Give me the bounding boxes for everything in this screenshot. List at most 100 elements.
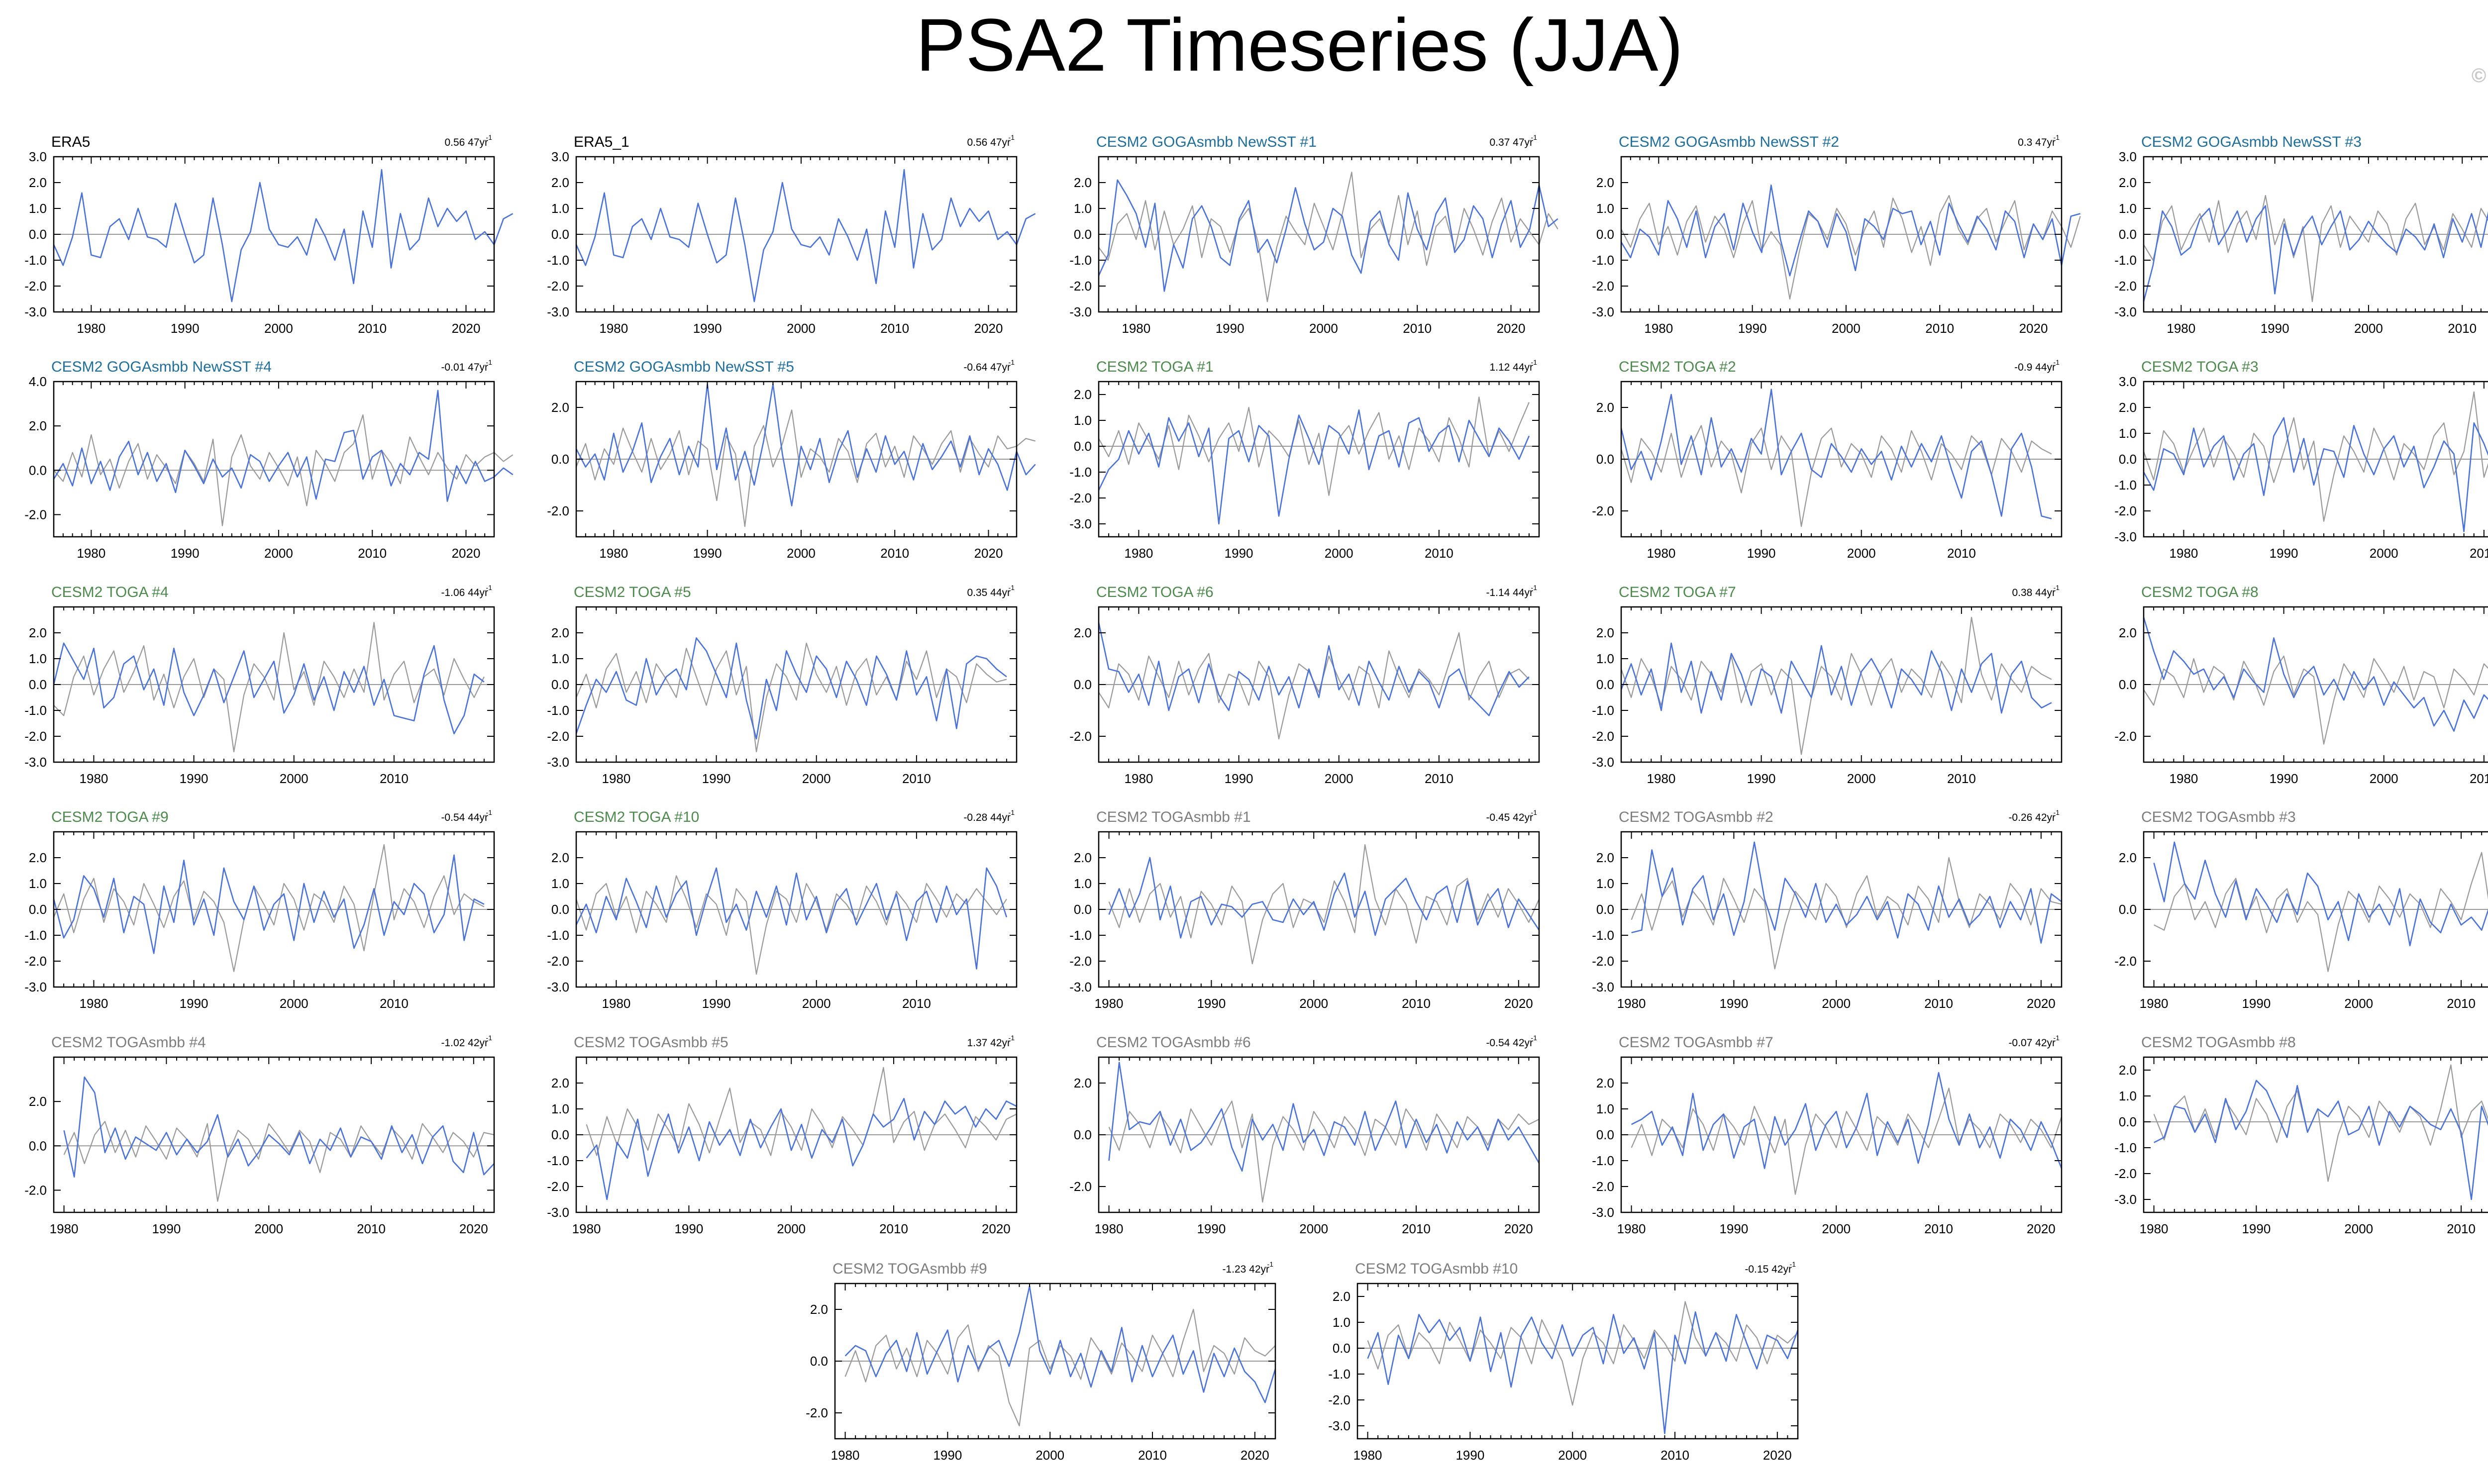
x-tick-label: 2000 — [2354, 321, 2383, 336]
x-tick-label: 2020 — [1504, 996, 1533, 1011]
x-tick-label: 1990 — [1197, 996, 1226, 1011]
x-tick-label: 1990 — [702, 996, 731, 1011]
series-line-model — [575, 867, 1008, 970]
series-line-model — [1108, 1062, 1540, 1172]
x-tick-label: 1990 — [1216, 321, 1244, 336]
y-tick-label: 2.0 — [29, 850, 47, 865]
y-tick-label: 2.0 — [551, 850, 569, 865]
x-tick-label: 1980 — [602, 996, 631, 1011]
y-tick-label: -2.0 — [806, 1405, 828, 1420]
y-tick-label: -2.0 — [24, 279, 47, 294]
panel-5: CESM2 GOGAsmbb NewSST #31.14 47yr-119801… — [2114, 134, 2488, 336]
panel-title: CESM2 TOGA #1 — [1096, 359, 1214, 375]
x-tick-label: 1990 — [1225, 771, 1253, 786]
series-line-model — [1631, 841, 2062, 944]
y-tick-label: -2.0 — [2114, 954, 2137, 969]
x-tick-label: 2020 — [974, 321, 1003, 336]
series-line-model — [2154, 1080, 2488, 1200]
y-tick-label: 0.0 — [2119, 227, 2137, 242]
y-tick-label: 2.0 — [29, 1094, 47, 1109]
x-tick-label: 2010 — [1425, 771, 1453, 786]
y-tick-label: 1.0 — [2119, 426, 2137, 441]
y-tick-label: 1.0 — [551, 876, 569, 891]
y-tick-label: 1.0 — [1074, 201, 1092, 216]
y-tick-label: -2.0 — [24, 729, 47, 744]
x-tick-label: 1980 — [77, 321, 105, 336]
x-tick-label: 2000 — [280, 771, 309, 786]
panel-13: CESM2 TOGA #6 -1.14 44yr-1 1980 1990 2000 201… — [1069, 584, 1540, 786]
trend-label: 0.56 47yr — [444, 137, 488, 148]
x-tick-label: 2020 — [982, 1221, 1011, 1236]
x-tick-label: 2010 — [902, 996, 931, 1011]
x-tick-label: 1990 — [693, 546, 722, 561]
trend-label: -0.9 44yr — [2014, 362, 2056, 373]
y-tick-label: 0.0 — [29, 1138, 47, 1153]
copyright-label: © CVDP-LE — [2471, 65, 2488, 87]
y-tick-label: 2.0 — [551, 1076, 569, 1090]
x-tick-label: 2010 — [358, 321, 387, 336]
series-line-observed — [1098, 396, 1530, 496]
panel-11: CESM2 TOGA #4 -1.06 44yr-1 1980 1990 2000 201… — [24, 584, 495, 786]
x-tick-label: 2010 — [380, 771, 409, 786]
y-tick-label: 0.0 — [1596, 227, 1614, 242]
y-tick-label: 0.0 — [2119, 902, 2137, 917]
trend-exponent: -1 — [486, 358, 493, 366]
series-line-observed — [1108, 844, 1540, 965]
y-tick-label: -3.0 — [547, 304, 569, 319]
panel-title: ERA5_1 — [574, 134, 629, 150]
y-tick-label: 2.0 — [551, 175, 569, 190]
y-tick-label: 3.0 — [2119, 374, 2137, 389]
x-tick-label: 1990 — [1225, 546, 1253, 561]
y-tick-label: -2.0 — [1592, 1179, 1614, 1194]
series-line-model — [1367, 1311, 1799, 1434]
series-line-model — [53, 642, 485, 735]
x-tick-label: 2000 — [264, 321, 293, 336]
y-tick-label: -1.0 — [1328, 1367, 1350, 1382]
y-tick-label: 2.0 — [1074, 625, 1092, 640]
y-tick-label: 2.0 — [29, 625, 47, 640]
x-tick-label: 2010 — [357, 1221, 386, 1236]
y-tick-label: 2.0 — [1596, 625, 1614, 640]
y-tick-label: 4.0 — [29, 374, 47, 389]
panel-23: CESM2 TOGAsmbb #6 -0.54 42yr-1 1980 1990 200… — [1069, 1034, 1540, 1236]
x-tick-label: 1990 — [171, 546, 200, 561]
y-tick-label: -1.0 — [1069, 253, 1092, 268]
x-tick-label: 2000 — [802, 996, 831, 1011]
y-tick-label: 2.0 — [1596, 175, 1614, 190]
panel-title: CESM2 TOGAsmbb #1 — [1096, 809, 1251, 825]
plot-frame — [2143, 1056, 2488, 1213]
trend-label: 0.38 44yr — [2012, 587, 2056, 598]
x-tick-label: 1980 — [1125, 546, 1153, 561]
trend-exponent: -1 — [2054, 133, 2060, 141]
y-tick-label: -3.0 — [547, 755, 569, 770]
panel-title: CESM2 TOGA #4 — [51, 584, 169, 600]
y-tick-label: 2.0 — [2119, 400, 2137, 415]
x-tick-label: 1980 — [1647, 546, 1676, 561]
trend-label: 1.37 42yr — [967, 1037, 1011, 1049]
y-tick-label: -1.0 — [547, 1153, 569, 1168]
y-tick-label: 0.0 — [810, 1354, 828, 1369]
y-tick-label: 2.0 — [551, 625, 569, 640]
x-tick-label: 2010 — [1425, 546, 1453, 561]
x-tick-label: 1980 — [1644, 321, 1673, 336]
y-tick-label: -2.0 — [2114, 729, 2137, 744]
series-line-model — [1108, 857, 1540, 939]
y-tick-label: -1.0 — [1069, 465, 1092, 480]
trend-label: -0.07 42yr — [2008, 1037, 2056, 1049]
y-tick-label: -3.0 — [1069, 980, 1092, 994]
trend-exponent: -1 — [2054, 1034, 2060, 1042]
series-line-observed — [2153, 1064, 2488, 1182]
trend-exponent: -1 — [1531, 1034, 1538, 1042]
y-tick-label: 3.0 — [2119, 149, 2137, 164]
y-tick-label: -2.0 — [24, 507, 47, 522]
x-tick-label: 2020 — [974, 546, 1003, 561]
series-line-observed — [2143, 195, 2488, 302]
y-tick-label: -3.0 — [24, 980, 47, 994]
y-tick-label: 0.0 — [2119, 677, 2137, 692]
trend-label: 1.12 44yr — [1489, 362, 1533, 373]
y-tick-label: -3.0 — [1069, 516, 1092, 531]
y-tick-label: 0.0 — [1596, 902, 1614, 917]
x-tick-label: 1980 — [80, 771, 108, 786]
trend-exponent: -1 — [1531, 358, 1538, 366]
x-tick-label: 1990 — [171, 321, 200, 336]
